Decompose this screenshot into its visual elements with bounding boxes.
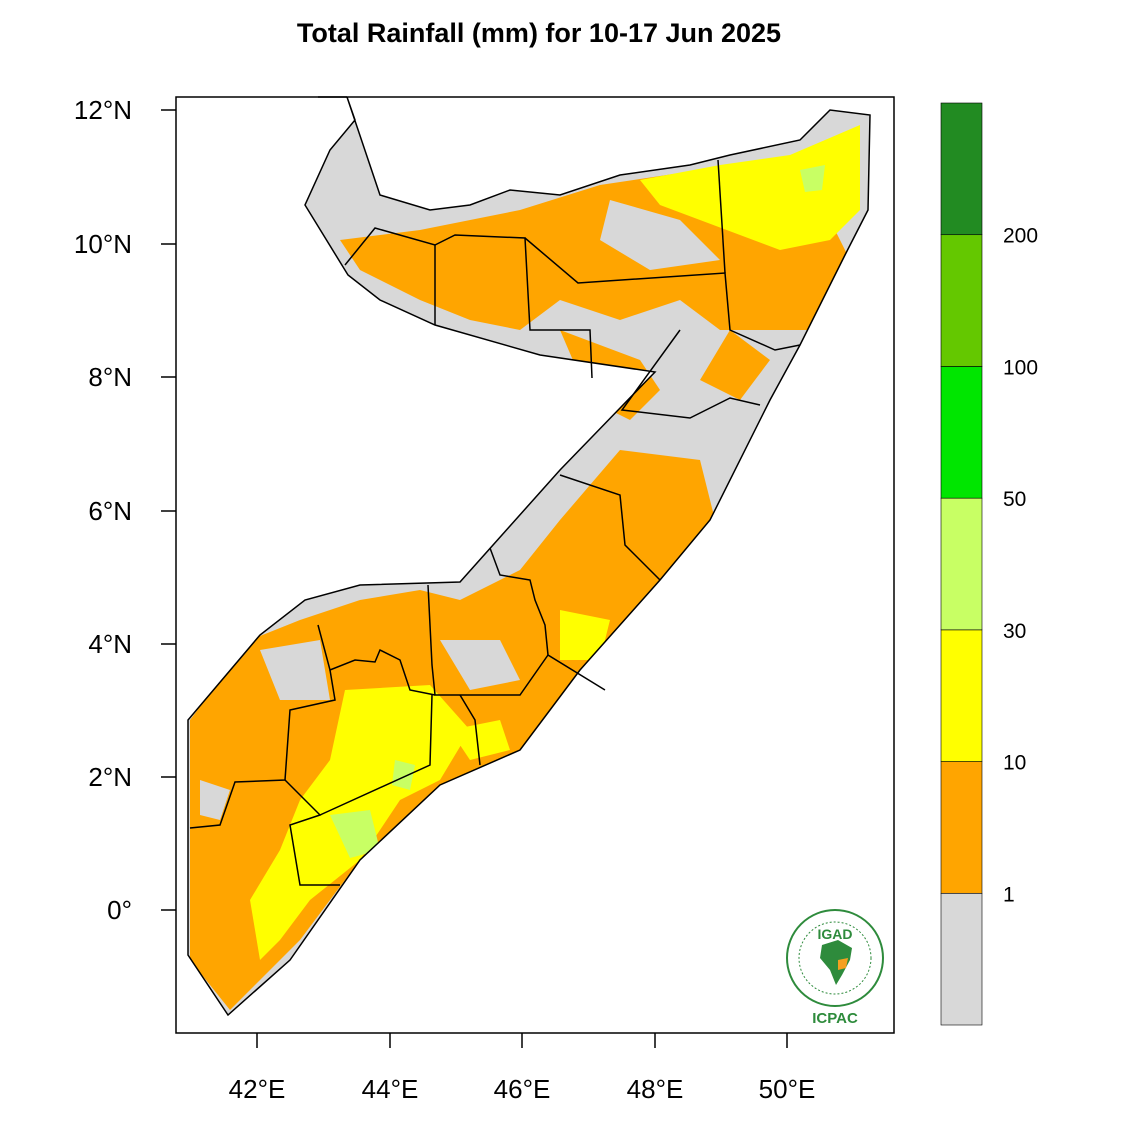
- x-tick-label: 44°E: [362, 1074, 419, 1104]
- colorbar-swatch: [940, 497, 983, 631]
- x-tick-label: 46°E: [494, 1074, 551, 1104]
- rainfall-field: [188, 97, 870, 1015]
- x-tick-label: 50°E: [759, 1074, 816, 1104]
- y-tick-label: 8°N: [88, 362, 132, 392]
- colorbar: 1 10 30 50 100 200: [940, 102, 1038, 1026]
- colorbar-swatch: [940, 761, 983, 894]
- y-tick-label: 4°N: [88, 629, 132, 659]
- y-tick-label: 2°N: [88, 762, 132, 792]
- logo-top-text: IGAD: [818, 926, 853, 942]
- colorbar-swatch: [940, 892, 983, 1026]
- x-tick-label: 48°E: [627, 1074, 684, 1104]
- y-tick-label: 10°N: [74, 229, 132, 259]
- y-axis: 12°N 10°N 8°N 6°N 4°N 2°N 0°: [74, 95, 176, 925]
- x-tick-label: 42°E: [229, 1074, 286, 1104]
- admin-boundaries: [187, 96, 871, 1017]
- colorbar-swatch: [940, 366, 983, 499]
- colorbar-swatch: [940, 234, 983, 367]
- y-tick-label: 6°N: [88, 496, 132, 526]
- colorbar-label: 10: [1003, 752, 1026, 775]
- colorbar-label: 1: [1003, 883, 1015, 906]
- icpac-logo: IGAD ICPAC: [786, 909, 884, 1027]
- colorbar-label: 100: [1003, 356, 1038, 379]
- y-tick-label: 12°N: [74, 95, 132, 125]
- map-title: Total Rainfall (mm) for 10-17 Jun 2025: [296, 18, 782, 48]
- africa-map-icon: [820, 940, 852, 985]
- x-axis: 42°E 44°E 46°E 48°E 50°E: [229, 1033, 816, 1104]
- colorbar-swatch: [940, 629, 983, 762]
- logo-bottom-text: ICPAC: [812, 1010, 858, 1027]
- colorbar-swatch: [940, 102, 983, 236]
- y-tick-label: 0°: [107, 895, 132, 925]
- map-frame: [175, 96, 895, 1034]
- colorbar-label: 200: [1003, 225, 1038, 248]
- colorbar-label: 50: [1003, 488, 1026, 511]
- colorbar-label: 30: [1003, 620, 1026, 643]
